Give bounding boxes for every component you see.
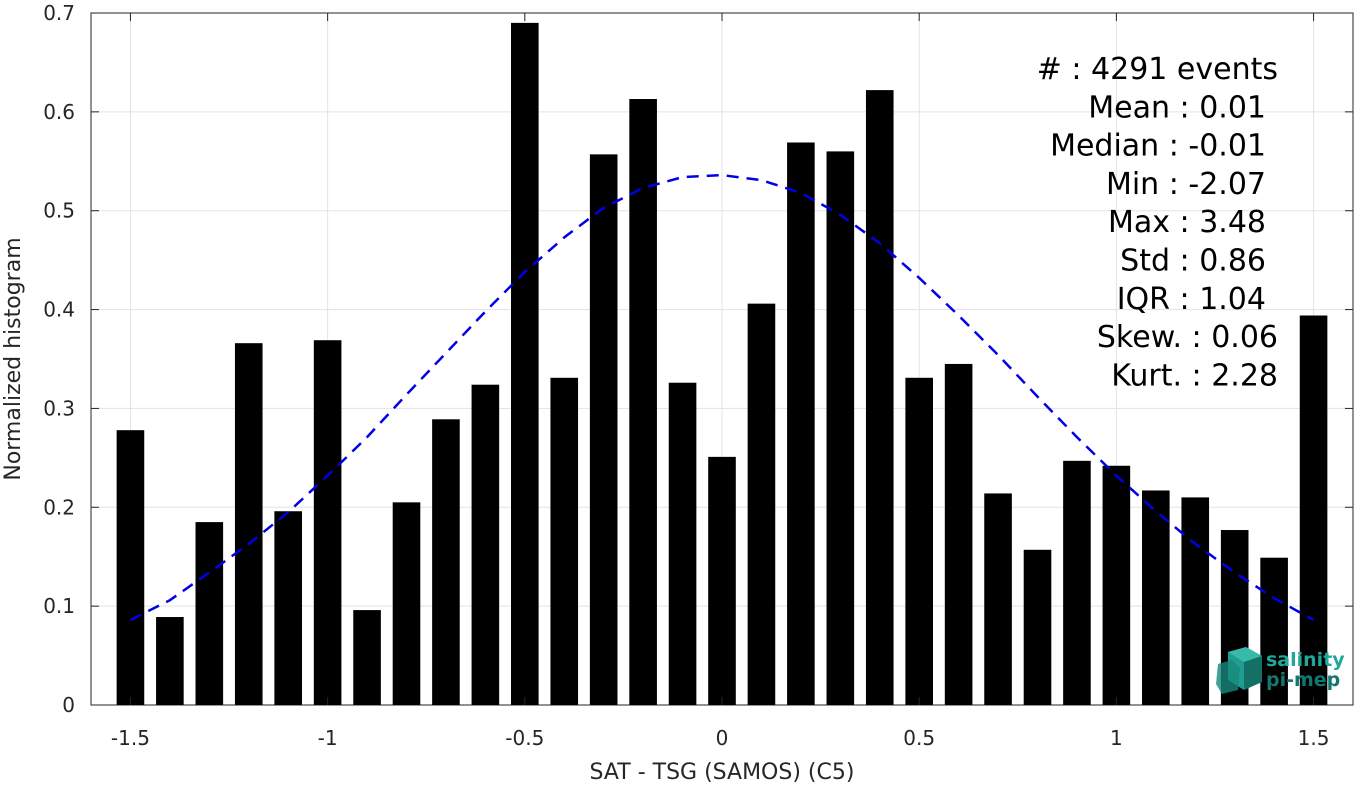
bar-9 xyxy=(471,384,500,705)
x-tick-label-6: 1.5 xyxy=(1298,726,1330,750)
stat-line-5: Std : 0.86 xyxy=(1120,244,1266,279)
bar-6 xyxy=(353,610,381,705)
y-axis-ticks: 0 0.1 0.2 0.3 0.4 0.5 0.6 0.7 xyxy=(43,1,1353,717)
bar-17 xyxy=(787,142,815,705)
bar-27 xyxy=(1181,497,1210,705)
bar-24 xyxy=(1063,460,1091,705)
salinity-pi-mep-logo: salinity pi-mep xyxy=(1216,647,1345,694)
bar-4 xyxy=(274,511,302,705)
bar-3 xyxy=(234,343,263,705)
y-tick-label-4: 0.4 xyxy=(43,298,75,322)
bar-14 xyxy=(668,382,697,705)
bar-23 xyxy=(1023,549,1052,705)
bar-15 xyxy=(708,456,736,705)
bar-2 xyxy=(195,522,224,705)
logo-text-line2: pi-mep xyxy=(1266,669,1340,691)
bar-0 xyxy=(116,430,145,705)
bar-12 xyxy=(589,154,618,705)
stat-line-6: IQR : 1.04 xyxy=(1117,282,1266,317)
y-tick-label-2: 0.2 xyxy=(43,495,75,519)
x-axis-ticks: -1.5 -1 -0.5 0 0.5 1 1.5 xyxy=(111,13,1330,750)
x-tick-label-2: -0.5 xyxy=(505,726,544,750)
stat-line-8: Kurt. : 2.28 xyxy=(1111,358,1278,393)
normal-fit-curve xyxy=(129,173,1315,622)
bar-19 xyxy=(865,90,894,705)
bar-18 xyxy=(826,151,855,705)
y-tick-label-7: 0.7 xyxy=(43,1,75,25)
bar-8 xyxy=(432,419,460,705)
bar-21 xyxy=(944,363,973,705)
x-tick-label-0: -1.5 xyxy=(111,726,150,750)
x-tick-label-3: 0 xyxy=(716,726,729,750)
bar-22 xyxy=(984,493,1012,705)
x-tick-label-4: 0.5 xyxy=(903,726,935,750)
bar-13 xyxy=(629,99,657,705)
y-tick-label-1: 0.1 xyxy=(43,594,75,618)
y-tick-label-0: 0 xyxy=(62,693,75,717)
y-tick-label-6: 0.6 xyxy=(43,100,75,124)
bar-16 xyxy=(747,303,776,705)
stat-line-7: Skew. : 0.06 xyxy=(1097,320,1278,355)
stat-line-3: Min : -2.07 xyxy=(1106,167,1266,202)
x-tick-label-5: 1 xyxy=(1110,726,1123,750)
cube-logo-icon xyxy=(1216,647,1262,694)
stat-line-4: Max : 3.48 xyxy=(1108,205,1266,240)
y-tick-label-3: 0.3 xyxy=(43,396,75,420)
bar-29 xyxy=(1260,557,1288,705)
stat-line-1: Mean : 0.01 xyxy=(1088,90,1266,125)
y-tick-label-5: 0.5 xyxy=(43,199,75,223)
x-axis-label: SAT - TSG (SAMOS) (C5) xyxy=(590,760,855,785)
x-tick-label-1: -1 xyxy=(318,726,338,750)
bar-26 xyxy=(1142,490,1170,705)
logo-text-line1: salinity xyxy=(1266,649,1345,671)
y-axis-label: Normalized histogram xyxy=(1,237,26,480)
bar-5 xyxy=(313,340,342,705)
bar-30 xyxy=(1299,315,1328,705)
bar-20 xyxy=(905,377,933,705)
stat-line-0: # : 4291 events xyxy=(1037,52,1278,87)
bar-1 xyxy=(156,617,184,705)
stat-line-2: Median : -0.01 xyxy=(1050,129,1266,164)
bar-10 xyxy=(511,22,539,705)
bar-11 xyxy=(550,377,579,705)
bar-7 xyxy=(392,502,421,705)
bar-25 xyxy=(1102,465,1131,705)
